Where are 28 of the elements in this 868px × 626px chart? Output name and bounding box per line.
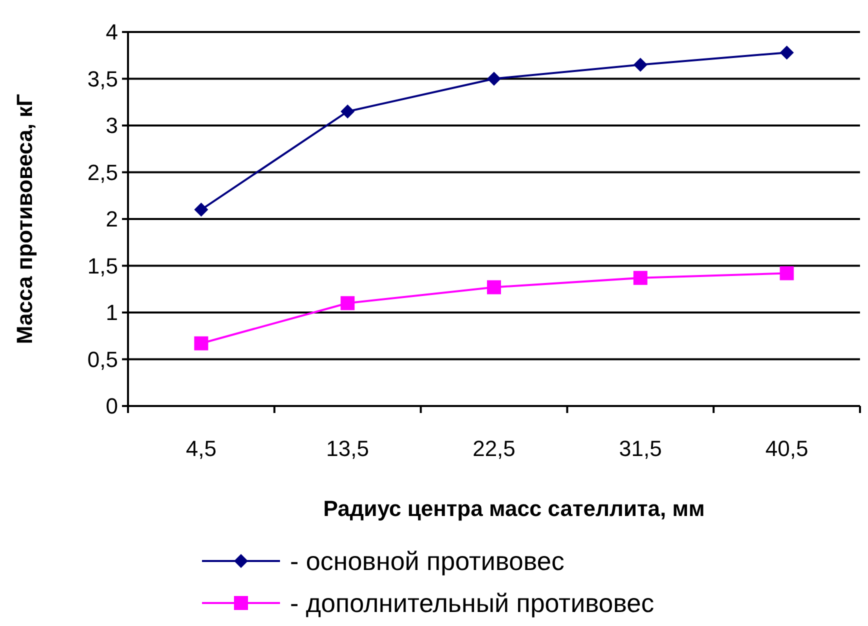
y-tick-label: 3,5 <box>87 66 118 92</box>
y-tick-label: 2 <box>106 206 118 232</box>
point <box>340 296 355 310</box>
x-tick-label: 31,5 <box>618 436 662 461</box>
point <box>340 104 355 118</box>
point <box>487 280 501 294</box>
x-axis-title: Радиус центра масс сателлита, мм <box>323 496 705 521</box>
y-tick-label: 3 <box>106 113 118 138</box>
legend-label: - основной противовес <box>290 546 564 576</box>
point <box>780 46 794 60</box>
legend-label: - дополнительный противовес <box>290 588 654 618</box>
x-tick-label: 22,5 <box>472 436 516 461</box>
x-tick-label: 13,5 <box>326 436 370 461</box>
y-tick-label: 0,5 <box>87 346 118 372</box>
y-tick-label: 1 <box>106 300 118 326</box>
y-tick-label: 4 <box>106 20 118 45</box>
point <box>194 202 208 217</box>
x-tick-label: 4,5 <box>186 436 216 461</box>
point <box>633 58 648 72</box>
point <box>633 270 648 285</box>
y-tick-label: 1,5 <box>87 253 118 278</box>
x-tick-label: 40,5 <box>765 436 808 461</box>
point <box>194 336 208 350</box>
y-tick-label: 2,5 <box>87 160 118 185</box>
point <box>780 266 794 280</box>
y-tick-label: 0 <box>106 394 118 419</box>
point <box>487 72 501 86</box>
y-axis-title: Масса противовеса, кГ <box>12 93 37 344</box>
